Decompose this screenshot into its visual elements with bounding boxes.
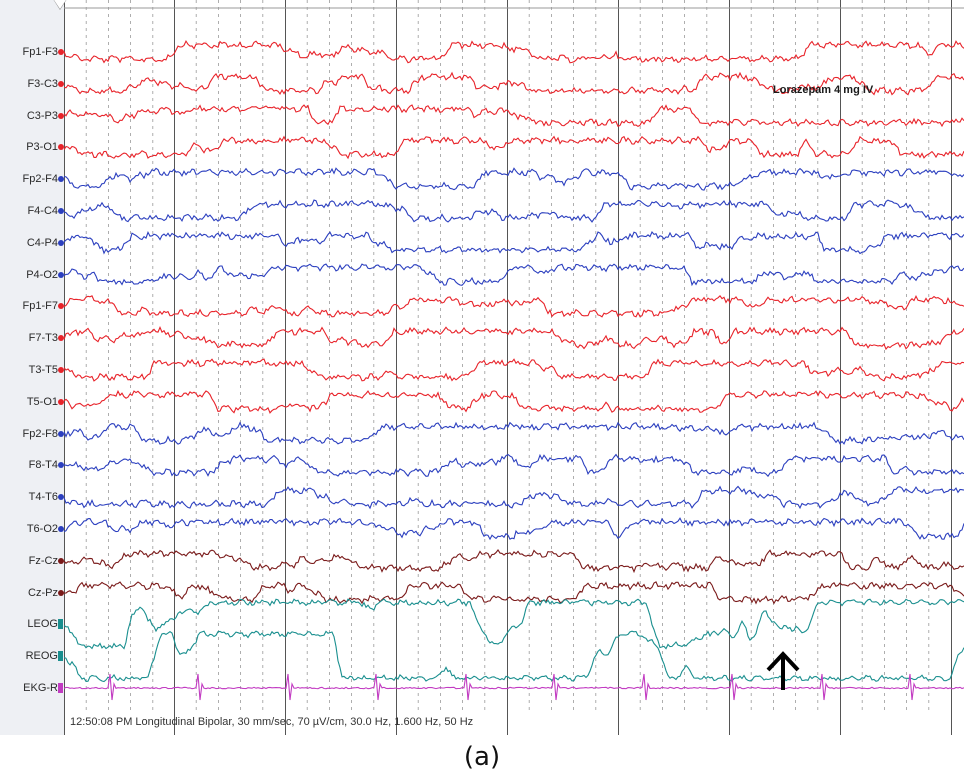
event-annotation: Lorazepam 4 mg IV <box>773 84 874 96</box>
eeg-trace <box>64 581 964 605</box>
eeg-trace <box>64 199 964 223</box>
eeg-trace <box>64 630 964 683</box>
eeg-trace <box>64 549 964 574</box>
channel-marker-icon <box>58 335 64 342</box>
channel-label: EKG-R <box>23 682 58 694</box>
channel-marker-icon <box>58 367 64 373</box>
eeg-trace <box>64 453 964 478</box>
channel-label: F3-C3 <box>27 77 58 90</box>
up-arrow-icon <box>763 648 803 697</box>
channel-marker-icon <box>58 144 64 151</box>
channel-label: Fp1-F3 <box>22 46 58 58</box>
channel-marker-icon <box>58 303 64 310</box>
channel-label: T5-O1 <box>26 395 58 408</box>
eeg-trace <box>64 485 964 510</box>
eeg-viewer: Fp1-F3 F3-C3 C3-P3 P3-O1 Fp2-F4 F4-C4 C4-P4 P4-… <box>0 0 964 735</box>
eeg-trace <box>64 389 964 414</box>
channel-label: F4-C4 <box>27 205 58 217</box>
channel-marker-icon <box>58 208 64 214</box>
channel-label: Fp2-F4 <box>22 173 58 186</box>
page-marker-icon[interactable] <box>54 0 66 9</box>
eeg-trace <box>64 294 964 318</box>
eeg-traces <box>64 0 964 735</box>
eeg-trace <box>64 230 964 255</box>
eeg-trace <box>64 358 964 382</box>
figure-caption: (a) <box>463 742 501 772</box>
channel-label: Fp2-F8 <box>22 427 58 440</box>
channel-marker-icon <box>58 619 63 630</box>
eeg-trace <box>64 598 964 650</box>
channel-label: F8-T4 <box>28 459 58 472</box>
channel-label: C4-P4 <box>26 236 58 249</box>
eeg-trace <box>64 263 964 287</box>
channel-marker-icon <box>58 49 64 55</box>
channel-label: F7-T3 <box>28 332 58 345</box>
channel-label: P3-O1 <box>26 141 58 154</box>
channel-marker-icon <box>58 526 64 532</box>
channel-label: Fz-Cz <box>28 554 58 567</box>
channel-marker-icon <box>58 239 64 246</box>
eeg-trace <box>64 167 964 191</box>
trace-area <box>64 0 964 735</box>
channel-label: C3-P3 <box>26 109 58 122</box>
recording-settings-text: 12:50:08 PM Longitudinal Bipolar, 30 mm/… <box>70 716 474 728</box>
channel-marker-icon <box>58 462 64 469</box>
channel-marker-icon <box>58 557 64 564</box>
channel-marker-icon <box>58 80 64 87</box>
channel-label: T6-O2 <box>26 523 58 535</box>
channel-marker-icon <box>58 651 63 662</box>
channel-marker-icon <box>58 430 64 437</box>
channel-marker-icon <box>58 176 64 183</box>
eeg-trace <box>64 673 964 701</box>
eeg-trace <box>64 135 964 160</box>
channel-label: LEOG <box>27 618 58 631</box>
channel-label: Fp1-F7 <box>22 300 58 313</box>
channel-marker-icon <box>58 398 64 405</box>
channel-marker-icon <box>58 589 64 596</box>
eeg-trace <box>64 325 964 351</box>
eeg-trace <box>64 39 964 64</box>
eeg-trace <box>64 71 964 96</box>
channel-marker-icon <box>58 271 64 278</box>
channel-marker-icon <box>58 683 63 693</box>
status-bar: 12:50:08 PM Longitudinal Bipolar, 30 mm/… <box>64 712 964 734</box>
channel-label: T3-T5 <box>28 364 58 376</box>
channel-label: Cz-Pz <box>28 586 58 599</box>
channel-label: REOG <box>25 650 58 663</box>
eeg-trace <box>64 104 964 128</box>
eeg-trace <box>64 421 964 445</box>
channel-label: P4-O2 <box>26 268 58 281</box>
channel-marker-icon <box>58 112 64 119</box>
channel-label: T4-T6 <box>28 491 58 504</box>
channel-label-column: Fp1-F3 F3-C3 C3-P3 P3-O1 Fp2-F4 F4-C4 C4-P4 P4-… <box>0 0 65 735</box>
channel-marker-icon <box>58 494 64 501</box>
eeg-trace <box>64 517 964 541</box>
